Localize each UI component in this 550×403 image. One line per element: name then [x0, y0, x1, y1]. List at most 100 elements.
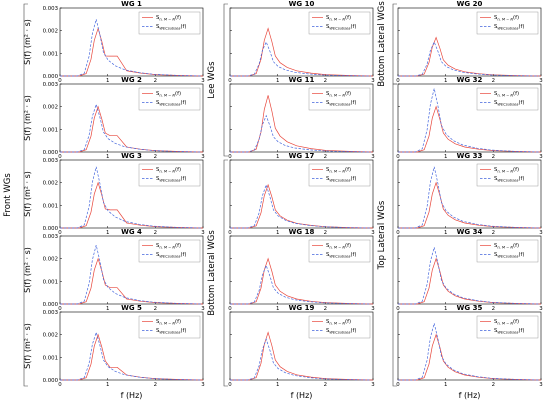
series-line-measured — [230, 27, 374, 77]
x-tick-label: 2 — [324, 230, 327, 236]
y-tick-label: 0.002 — [43, 333, 58, 339]
x-tick-label: 2 — [154, 230, 157, 236]
panel-wg20: WG 20 0 1 2 3 Sn, M − N(f) SWECsubsea(f) — [396, 0, 542, 84]
series-line-measured — [398, 36, 542, 77]
series-line-measured — [230, 95, 374, 153]
y-tick-label: 0.001 — [43, 127, 58, 133]
legend-label: Sn, M − N(f) — [156, 243, 181, 250]
legend-label: Sn, M − N(f) — [326, 91, 351, 98]
y-tick-label: 0.001 — [43, 51, 58, 57]
y-axis-label: S(f) (m² · s) — [23, 95, 32, 141]
x-tick-label: 3 — [371, 382, 374, 388]
legend-box — [308, 239, 371, 263]
x-tick-label: 2 — [154, 78, 157, 84]
legend-label: SWECsubsea(f) — [326, 176, 356, 183]
x-tick-label: 0 — [228, 154, 232, 160]
legend-box — [138, 239, 201, 263]
x-tick-label: 0 — [228, 306, 232, 312]
y-axis-label: S(f) (m² · s) — [23, 247, 32, 293]
x-tick-label: 2 — [492, 154, 495, 160]
x-tick-label: 0 — [396, 306, 400, 312]
legend-label: Sn, M − N(f) — [326, 243, 351, 250]
legend-label: Sn, M − N(f) — [494, 243, 519, 250]
y-tick-label: 0.003 — [43, 234, 58, 240]
y-tick-label: 0.003 — [43, 82, 58, 88]
x-tick-label: 3 — [201, 154, 204, 160]
x-tick-label: 1 — [106, 230, 109, 236]
x-tick-label: 2 — [492, 78, 495, 84]
panel-title: WG 19 — [289, 304, 315, 312]
x-tick-label: 3 — [371, 154, 374, 160]
series-line-wecsubsea — [230, 338, 372, 381]
legend-label: SWECsubsea(f) — [156, 100, 186, 107]
legend-box — [476, 239, 539, 263]
legend-box — [308, 87, 371, 111]
y-tick-label: 0.000 — [43, 226, 59, 232]
x-tick-label: 1 — [444, 230, 447, 236]
panel-wg33: WG 33 0 1 2 3 Sn, M − N(f) SWECsubsea(f) — [396, 152, 542, 236]
legend-box — [138, 11, 201, 35]
x-tick-label: 0 — [58, 230, 62, 236]
x-tick-label: 1 — [106, 154, 109, 160]
panel-wg11: WG 11 0 1 2 3 Sn, M − N(f) SWECsubsea(f) — [228, 76, 374, 160]
y-tick-label: 0.003 — [43, 158, 58, 164]
group-bracket-line — [23, 3, 28, 387]
x-tick-label: 0 — [58, 78, 62, 84]
y-tick-label: 0.000 — [43, 150, 59, 156]
x-tick-label: 3 — [539, 154, 542, 160]
legend-box — [476, 315, 539, 339]
x-tick-label: 0 — [228, 382, 232, 388]
series-line-wecsubsea — [230, 264, 372, 305]
legend-label: SWECsubsea(f) — [156, 252, 186, 259]
x-tick-label: 3 — [201, 78, 204, 84]
legend-label: SWECsubsea(f) — [494, 328, 524, 335]
x-tick-label: 1 — [106, 382, 109, 388]
x-tick-label: 3 — [371, 230, 374, 236]
series-line-measured — [230, 257, 374, 305]
y-tick-label: 0.003 — [43, 6, 58, 12]
panel-title: WG 35 — [457, 304, 483, 312]
legend-label: Sn, M − N(f) — [494, 15, 519, 22]
panel-wg35: WG 35 0 1 2 3 Sn, M − N(f) SWECsubsea(f) — [396, 304, 542, 388]
legend-label: SWECsubsea(f) — [494, 252, 524, 259]
series-line-wecsubsea — [398, 41, 540, 77]
x-tick-label: 2 — [324, 78, 327, 84]
legend-box — [476, 87, 539, 111]
legend-label: SWECsubsea(f) — [494, 176, 524, 183]
y-tick-label: 0.000 — [43, 74, 59, 80]
y-tick-label: 0.002 — [43, 105, 58, 111]
x-tick-label: 2 — [154, 382, 157, 388]
legend-label: SWECsubsea(f) — [326, 252, 356, 259]
x-tick-label: 3 — [201, 382, 204, 388]
series-line-measured — [230, 331, 374, 381]
x-tick-label: 0 — [396, 78, 400, 84]
y-tick-label: 0.001 — [43, 203, 58, 209]
panel-title: WG 20 — [457, 0, 483, 8]
group-bracket: Lee WGs — [207, 3, 228, 157]
group-bracket-line — [392, 83, 397, 387]
series-line-measured — [398, 105, 542, 153]
panel-wg34: WG 34 0 1 2 3 Sn, M − N(f) SWECsubsea(f) — [396, 228, 542, 312]
x-tick-label: 0 — [58, 382, 62, 388]
group-bracket-line — [392, 3, 397, 85]
legend-label: Sn, M − N(f) — [156, 319, 181, 326]
legend-label: Sn, M − N(f) — [494, 319, 519, 326]
series-line-wecsubsea — [398, 88, 540, 153]
legend-box — [308, 163, 371, 187]
y-axis-label: S(f) (m² · s) — [23, 323, 32, 369]
legend-box — [308, 11, 371, 35]
panel-title: WG 32 — [457, 76, 483, 84]
y-tick-label: 0.002 — [43, 29, 58, 35]
legend-label: SWECsubsea(f) — [156, 24, 186, 31]
x-tick-label: 1 — [444, 306, 447, 312]
x-tick-label: 3 — [539, 230, 542, 236]
x-tick-label: 3 — [201, 230, 204, 236]
legend-label: SWECsubsea(f) — [326, 24, 356, 31]
series-line-wecsubsea — [230, 183, 372, 229]
panel-title: WG 4 — [121, 228, 142, 236]
legend-label: Sn, M − N(f) — [326, 167, 351, 174]
